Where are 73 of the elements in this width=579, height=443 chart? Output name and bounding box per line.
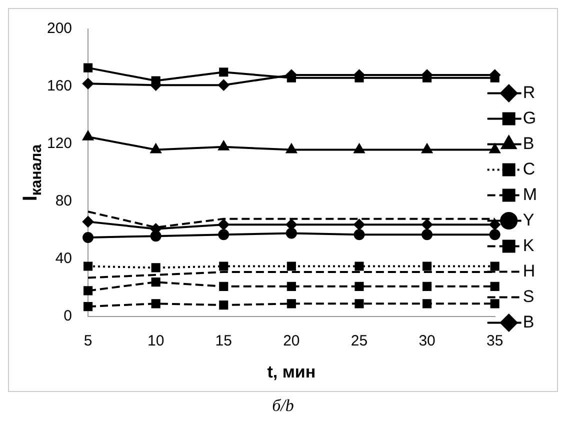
point — [490, 73, 500, 82]
point — [286, 228, 297, 239]
point — [422, 262, 432, 271]
point — [489, 219, 500, 230]
point — [83, 302, 93, 312]
legend-label: Y — [522, 210, 534, 230]
point — [218, 219, 230, 230]
legend-label: S — [522, 286, 534, 306]
point — [286, 299, 296, 308]
legend-label: B — [522, 312, 534, 332]
point — [219, 262, 228, 271]
point — [422, 219, 433, 230]
point — [354, 229, 365, 240]
x-tick-label: 20 — [283, 332, 300, 350]
point — [83, 286, 93, 296]
point — [82, 232, 94, 244]
point — [218, 229, 230, 240]
x-tick-label: 15 — [215, 332, 232, 350]
point — [354, 262, 364, 271]
point — [489, 229, 500, 240]
x-tick-label: 35 — [486, 332, 504, 350]
point — [354, 73, 364, 82]
point — [490, 282, 500, 291]
point — [286, 282, 296, 291]
legend-label: K — [522, 236, 535, 255]
point — [286, 73, 296, 82]
point — [354, 219, 365, 230]
legend-label: R — [522, 82, 536, 102]
point — [83, 262, 93, 271]
y-tick-label: 120 — [46, 135, 72, 152]
point — [82, 130, 94, 140]
point — [422, 299, 432, 308]
point — [82, 78, 94, 90]
y-tick-label: 160 — [46, 78, 72, 95]
y-tick-label: 80 — [55, 192, 72, 210]
y-tick-label: 200 — [46, 20, 72, 38]
point — [219, 68, 228, 77]
legend-label: M — [522, 184, 538, 204]
point — [354, 299, 364, 308]
legend-label: C — [522, 159, 536, 178]
x-tick-label: 10 — [147, 332, 164, 350]
point — [219, 282, 228, 291]
point — [354, 282, 364, 291]
point — [286, 262, 296, 271]
legend-label: B — [522, 134, 534, 153]
point — [490, 299, 500, 308]
x-tick-label: 25 — [350, 332, 368, 350]
point — [82, 216, 94, 228]
point — [151, 299, 160, 308]
point — [490, 262, 500, 271]
text: б/b — [271, 396, 295, 416]
point — [422, 144, 432, 154]
point — [422, 229, 433, 240]
x-axis-title: t, мин — [267, 362, 316, 382]
point — [151, 263, 160, 272]
y-tick-label: 0 — [64, 308, 72, 325]
point — [354, 144, 365, 154]
y-axis-title: Iканала — [20, 144, 46, 202]
point — [219, 300, 228, 310]
point — [490, 144, 500, 154]
point — [150, 144, 162, 154]
x-tick-label: 5 — [84, 332, 92, 350]
point — [422, 73, 432, 82]
legend-label: H — [522, 261, 536, 280]
point — [83, 63, 93, 72]
y-tick-label: 40 — [55, 250, 72, 268]
x-tick-label: 30 — [418, 332, 436, 350]
point — [422, 282, 432, 291]
point — [151, 278, 160, 287]
point — [218, 140, 229, 150]
legend-label: G — [522, 108, 536, 128]
point — [218, 80, 230, 91]
point — [286, 144, 297, 154]
